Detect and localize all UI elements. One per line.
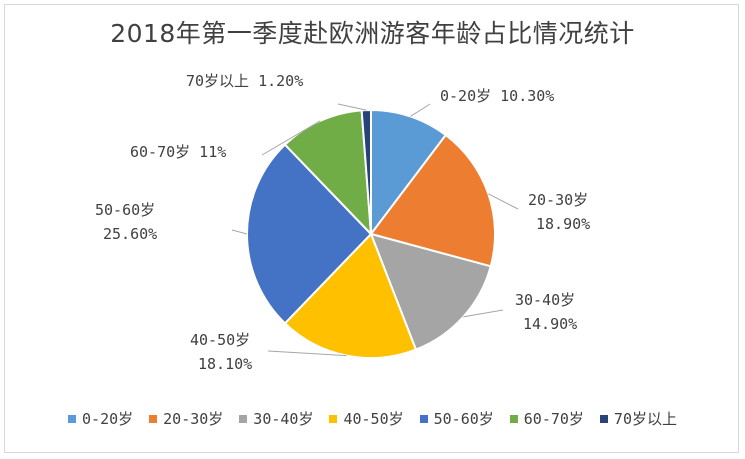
legend-label-5: 60-70岁 (523, 410, 584, 428)
legend-swatch-2 (239, 414, 248, 423)
data-label-name-2: 30-40岁 (515, 291, 575, 309)
data-label-6: 70岁以上 1.20% (186, 72, 303, 90)
legend-swatch-5 (509, 414, 518, 423)
legend-item-3: 40-50岁 (329, 408, 404, 429)
leader-line-1 (488, 193, 519, 210)
legend-label-4: 50-60岁 (433, 410, 494, 428)
leader-line-4 (231, 229, 248, 235)
data-label-0: 0-20岁 10.30% (440, 87, 554, 105)
data-label-value-1: 18.90% (536, 215, 590, 233)
legend-label-2: 30-40岁 (253, 410, 314, 428)
leader-line-6 (337, 103, 367, 111)
pie-slice-4 (246, 143, 373, 325)
data-label-value-2: 14.90% (523, 315, 577, 333)
legend-item-2: 30-40岁 (239, 408, 313, 429)
legend-label-1: 20-30岁 (163, 410, 224, 428)
leader-line-0 (410, 103, 431, 117)
legend-swatch-1 (149, 414, 158, 423)
legend-label-0: 0-20岁 (82, 410, 134, 428)
leader-line-3 (267, 350, 347, 357)
data-label-value-4: 25.60% (103, 225, 157, 243)
legend-label-3: 40-50岁 (343, 410, 404, 428)
legend-item-1: 20-30岁 (149, 408, 223, 429)
chart-title: 2018年第一季度赴欧洲游客年龄占比情况统计 (110, 19, 635, 48)
leader-line-2 (463, 309, 504, 318)
legend-item-6: 70岁以上 (599, 408, 677, 429)
legend-item-4: 50-60岁 (419, 408, 494, 429)
pie-slice-0 (370, 108, 448, 237)
chart-legend: 0-20岁 20-30岁 30-40岁 40-50岁 50-60岁 60-70岁 70岁以上 (0, 408, 745, 429)
data-label-5: 60-70岁 11% (130, 143, 226, 161)
legend-item-0: 0-20岁 (68, 408, 133, 429)
legend-swatch-3 (329, 414, 338, 423)
data-label-name-1: 20-30岁 (528, 191, 588, 209)
legend-swatch-0 (68, 414, 77, 423)
legend-item-5: 60-70岁 (509, 408, 584, 429)
data-label-name-4: 50-60岁 (95, 201, 155, 219)
data-label-value-3: 18.10% (198, 355, 252, 373)
legend-label-6: 70岁以上 (613, 410, 677, 428)
data-label-name-3: 40-50岁 (190, 331, 250, 349)
leader-line-5 (261, 120, 321, 156)
pie-slice-2 (369, 232, 492, 351)
legend-swatch-6 (599, 414, 608, 423)
pie-slice-1 (369, 133, 496, 268)
legend-swatch-4 (419, 414, 428, 423)
